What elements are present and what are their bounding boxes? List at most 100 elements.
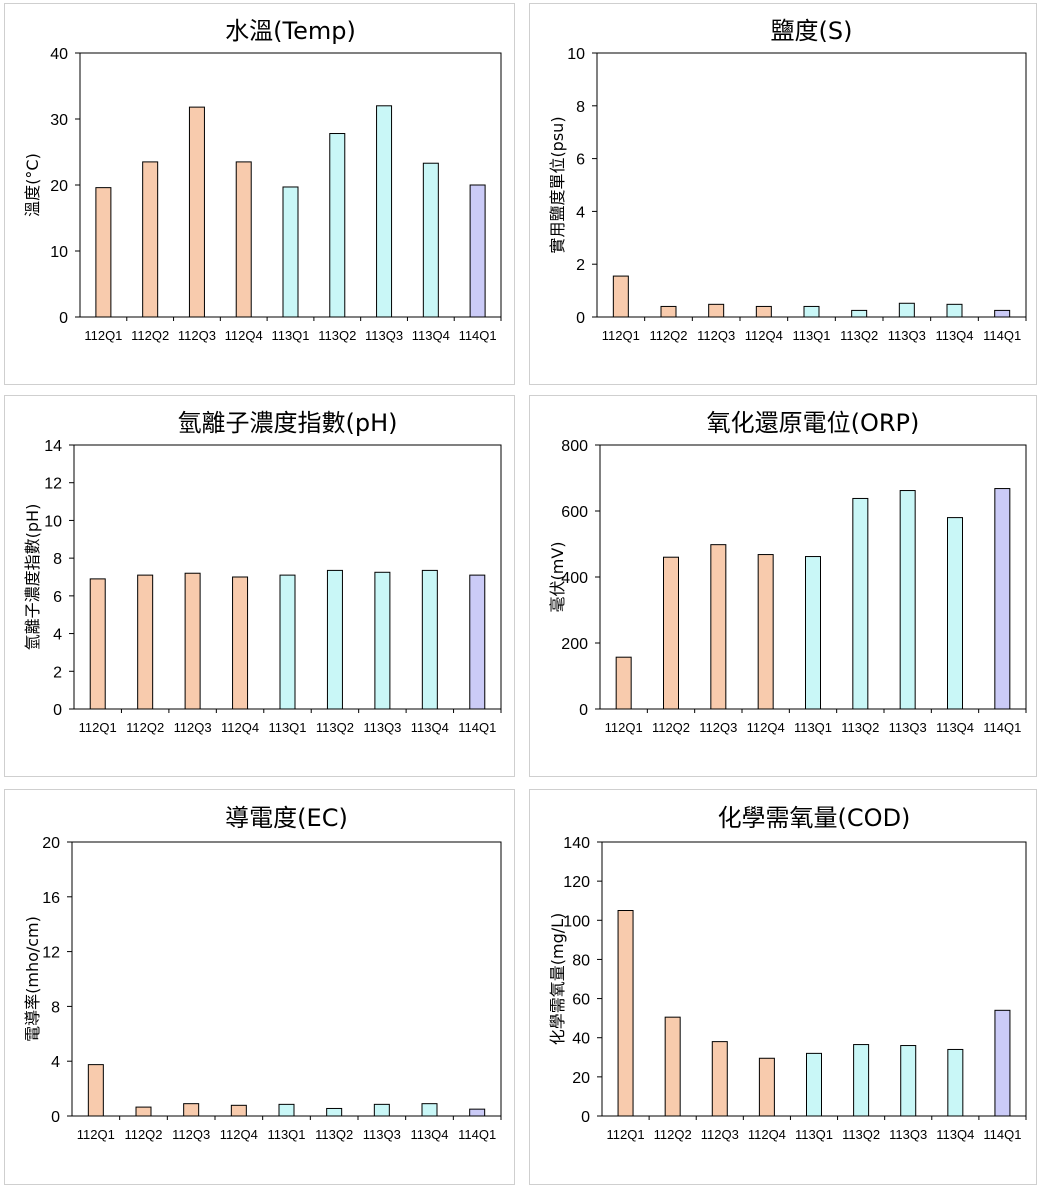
ec-bar-112q1 [87, 1064, 104, 1117]
orp-bar-112q3 [710, 544, 727, 710]
temp-bar-112q4 [235, 161, 252, 318]
temp-x-tick-label: 113Q2 [318, 328, 356, 343]
orp-bar-112q4 [757, 554, 774, 710]
temp-bar-113q4 [422, 162, 439, 318]
cod-y-tick-label: 100 [563, 913, 590, 930]
cod-y-tick-label: 80 [572, 952, 590, 969]
temp-x-tick-label: 112Q1 [84, 328, 122, 343]
orp-x-tick-label: 113Q1 [794, 720, 832, 735]
salinity-plot-area [596, 52, 1027, 318]
temp-y-tick-label: 10 [50, 244, 68, 261]
salinity-bar-112q4 [755, 305, 772, 318]
salinity-bar-114q1 [994, 309, 1011, 318]
salinity-bar-112q3 [708, 303, 725, 318]
temp-y-tick-label: 20 [50, 178, 68, 195]
ph-y-tick-label: 12 [44, 476, 62, 493]
ec-x-tick-label: 113Q3 [363, 1127, 401, 1142]
cod-y-tick-label: 40 [572, 1031, 590, 1048]
ph-y-axis-label: 氫離子濃度指數(pH) [23, 504, 42, 651]
orp-y-axis-label: 毫伏(mV) [548, 541, 567, 612]
salinity-x-tick-label: 112Q4 [745, 328, 783, 343]
temp-x-tick-label: 113Q1 [271, 328, 309, 343]
ec-bar-114q1 [469, 1108, 486, 1117]
cod-bar-114q1 [994, 1009, 1011, 1117]
cod-bar-112q1 [617, 910, 634, 1117]
temp-bar-113q3 [376, 105, 393, 318]
salinity-x-tick-label: 113Q1 [792, 328, 830, 343]
ph-y-tick-label: 6 [53, 589, 62, 606]
chart-panel-salinity: 鹽度(S) 0 2 4 6 8 10 實用鹽度單位(psu) 112Q1 112Q2 112Q3 11… [529, 3, 1037, 385]
ph-x-tick-label: 113Q1 [268, 720, 306, 735]
chart-panel-temp: 水溫(Temp) 0 10 20 30 40 溫度(°C) 112Q1 112Q2 112Q3 11… [4, 3, 515, 385]
ec-x-tick-label: 113Q2 [315, 1127, 353, 1142]
ph-bar-113q3 [374, 571, 391, 710]
cod-chart-title: 化學需氧量(COD) [718, 804, 911, 832]
salinity-bar-113q1 [803, 305, 820, 318]
ph-bar-113q4 [421, 569, 438, 710]
temp-y-tick-label: 0 [59, 310, 68, 327]
salinity-y-tick-label: 4 [576, 204, 585, 221]
orp-y-tick-label: 800 [561, 438, 588, 455]
ec-y-tick-label: 16 [42, 890, 60, 907]
cod-x-tick-label: 113Q4 [936, 1127, 974, 1142]
ph-bar-112q2 [137, 574, 154, 710]
orp-x-tick-label: 112Q3 [699, 720, 737, 735]
cod-x-tick-label: 112Q3 [701, 1127, 739, 1142]
cod-x-tick-label: 113Q3 [889, 1127, 927, 1142]
ph-y-tick-label: 8 [53, 551, 62, 568]
ec-plot-area [71, 841, 502, 1117]
salinity-bar-112q1 [612, 275, 629, 318]
orp-y-tick-label: 600 [561, 504, 588, 521]
orp-y-tick-label: 200 [561, 636, 588, 653]
cod-bar-112q2 [664, 1016, 681, 1117]
salinity-y-tick-label: 6 [576, 152, 585, 169]
temp-bar-112q2 [142, 161, 159, 318]
salinity-y-axis-label: 實用鹽度單位(psu) [548, 116, 567, 253]
ec-bar-113q1 [278, 1103, 295, 1117]
temp-x-tick-label: 114Q1 [459, 328, 497, 343]
ec-x-tick-label: 113Q4 [410, 1127, 448, 1142]
orp-y-tick-label: 0 [579, 702, 588, 719]
orp-bar-113q3 [899, 490, 916, 710]
salinity-x-tick-label: 112Q3 [697, 328, 735, 343]
ph-x-tick-label: 112Q3 [174, 720, 212, 735]
ph-x-tick-label: 113Q3 [363, 720, 401, 735]
ph-bar-112q1 [89, 578, 106, 710]
ph-y-tick-label: 0 [53, 702, 62, 719]
cod-y-tick-label: 120 [563, 874, 590, 891]
salinity-y-tick-label: 2 [576, 257, 585, 274]
ph-bar-113q1 [279, 574, 296, 710]
ph-x-tick-label: 114Q1 [458, 720, 496, 735]
ph-x-tick-label: 112Q2 [126, 720, 164, 735]
temp-bar-113q2 [329, 133, 346, 318]
cod-y-tick-label: 20 [572, 1070, 590, 1087]
temp-bar-113q1 [282, 186, 299, 318]
temp-y-axis-label: 溫度(°C) [23, 153, 42, 217]
cod-x-tick-label: 113Q1 [795, 1127, 833, 1142]
ec-x-tick-label: 112Q4 [220, 1127, 258, 1142]
temp-bar-112q3 [188, 106, 205, 318]
temp-y-tick-label: 30 [50, 112, 68, 129]
ph-x-tick-label: 112Q4 [221, 720, 259, 735]
cod-x-tick-label: 112Q1 [607, 1127, 645, 1142]
salinity-x-tick-label: 113Q2 [840, 328, 878, 343]
cod-y-tick-label: 0 [581, 1109, 590, 1126]
ec-bar-112q3 [183, 1103, 200, 1117]
orp-bar-112q1 [615, 656, 632, 710]
ec-x-tick-label: 112Q1 [77, 1127, 115, 1142]
cod-bar-112q4 [758, 1057, 775, 1117]
ec-bar-113q3 [373, 1103, 390, 1117]
ph-bar-112q3 [184, 572, 201, 710]
ph-y-tick-label: 4 [53, 627, 62, 644]
chart-panel-ph: 氫離子濃度指數(pH) 0 2 4 6 8 10 12 14 氫離子濃度指數(pH) 112Q1 11… [4, 395, 515, 777]
orp-y-tick-label: 400 [561, 570, 588, 587]
ph-y-tick-label: 14 [44, 438, 62, 455]
ec-y-axis-label: 電導率(mho/cm) [23, 916, 42, 1042]
ec-y-tick-label: 20 [42, 835, 60, 852]
cod-y-axis-label: 化學需氧量(mg/L) [548, 913, 567, 1046]
chart-panel-orp: 氧化還原電位(ORP) 0 200 400 600 800 毫伏(mV) 112Q1 112Q2… [529, 395, 1037, 777]
salinity-bar-113q2 [851, 309, 868, 318]
salinity-bar-112q2 [660, 305, 677, 318]
ec-y-tick-label: 0 [51, 1109, 60, 1126]
ec-x-tick-label: 112Q3 [172, 1127, 210, 1142]
